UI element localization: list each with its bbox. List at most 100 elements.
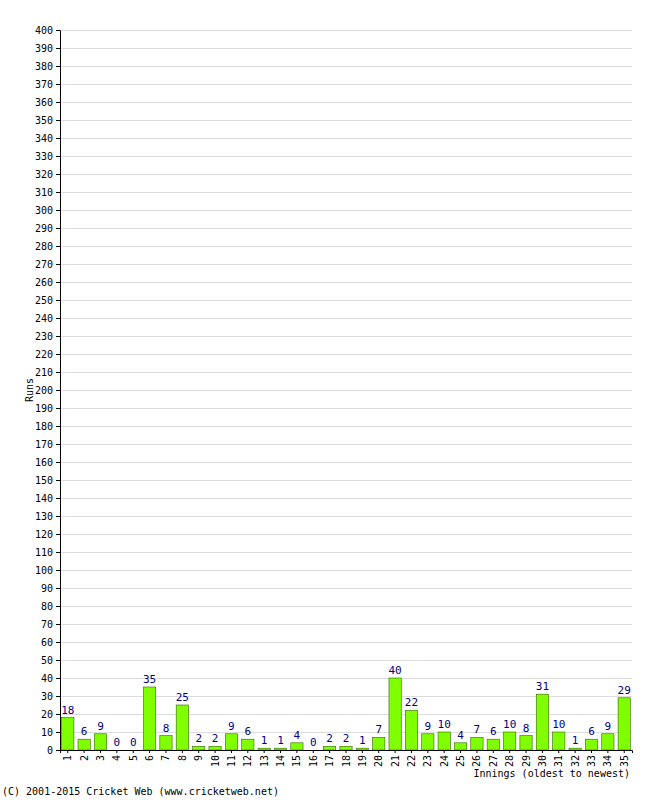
tick-mark <box>56 138 60 139</box>
bar <box>225 734 237 750</box>
tick-label: 19 <box>357 755 368 767</box>
tick-label: 25 <box>455 755 466 767</box>
tick-label: 5 <box>128 755 139 761</box>
data-label: 29 <box>618 684 631 697</box>
tick-label: 60 <box>41 637 53 648</box>
tick-label: 30 <box>41 691 53 702</box>
tick: 18 <box>341 750 352 767</box>
tick-mark <box>56 534 60 535</box>
tick: 17 <box>324 750 335 767</box>
tick: 15 <box>291 750 302 767</box>
bar <box>94 734 106 750</box>
tick: 31 <box>553 750 564 767</box>
tick: 10 <box>41 727 60 738</box>
tick-label: 350 <box>35 115 53 126</box>
grid-line <box>60 192 632 193</box>
axis-line <box>56 31 61 751</box>
tick-mark <box>56 282 60 283</box>
tick-label: 210 <box>35 367 53 378</box>
bar <box>504 732 516 750</box>
grid-line <box>60 228 632 229</box>
bar <box>291 743 303 750</box>
tick-mark <box>56 660 60 661</box>
tick: 240 <box>35 313 60 324</box>
tick-mark <box>56 624 60 625</box>
y-axis: 0102030405060708090100110120130140150160… <box>35 25 61 756</box>
tick-mark <box>591 750 592 753</box>
tick-label: 160 <box>35 457 53 468</box>
tick: 3 <box>95 750 106 761</box>
grid-line <box>60 426 632 427</box>
bar <box>602 734 614 750</box>
tick-label: 270 <box>35 259 53 270</box>
tick-label: 70 <box>41 619 53 630</box>
tick-label: 220 <box>35 349 53 360</box>
tick-mark <box>558 750 559 753</box>
data-label: 1 <box>277 734 284 747</box>
tick-label: 8 <box>177 755 188 761</box>
tick-mark <box>56 210 60 211</box>
tick-mark <box>56 678 60 679</box>
tick: 2 <box>79 750 90 761</box>
tick-mark <box>56 498 60 499</box>
grid-line <box>60 300 632 301</box>
data-label: 2 <box>212 732 219 745</box>
tick-mark <box>56 228 60 229</box>
tick: 300 <box>35 205 60 216</box>
tick: 130 <box>35 511 60 522</box>
tick: 7 <box>160 750 171 761</box>
data-label: 10 <box>438 718 451 731</box>
tick-label: 3 <box>95 755 106 761</box>
tick-mark <box>56 318 60 319</box>
tick-mark <box>165 750 166 753</box>
bar <box>553 732 565 750</box>
tick-label: 280 <box>35 241 53 252</box>
grid-line <box>60 534 632 535</box>
tick-label: 33 <box>586 755 597 767</box>
tick-mark <box>362 750 363 753</box>
data-label: 6 <box>81 725 88 738</box>
tick-label: 390 <box>35 43 53 54</box>
bar <box>405 710 417 750</box>
bar <box>209 746 221 750</box>
tick: 10 <box>210 750 221 767</box>
tick-mark <box>56 246 60 247</box>
tick: 170 <box>35 439 60 450</box>
tick: 350 <box>35 115 60 126</box>
tick-label: 320 <box>35 169 53 180</box>
tick: 34 <box>602 750 613 767</box>
tick: 24 <box>439 750 450 767</box>
tick: 1 <box>62 750 73 761</box>
tick: 32 <box>570 750 581 767</box>
data-label: 18 <box>61 704 74 717</box>
bar <box>389 678 401 750</box>
tick-label: 6 <box>144 755 155 761</box>
tick-label: 34 <box>602 755 613 767</box>
tick-label: 14 <box>275 755 286 767</box>
data-label: 4 <box>294 729 301 742</box>
tick-mark <box>56 66 60 67</box>
tick-mark <box>56 570 60 571</box>
tick-label: 29 <box>521 755 532 767</box>
grid <box>60 31 632 751</box>
tick-label: 13 <box>259 755 270 767</box>
grid-line <box>60 408 632 409</box>
grid-line <box>60 102 632 103</box>
tick-mark <box>56 192 60 193</box>
bar <box>585 739 597 750</box>
tick-label: 12 <box>242 755 253 767</box>
data-label: 6 <box>490 725 497 738</box>
tick: 310 <box>35 187 60 198</box>
grid-line <box>60 372 632 373</box>
tick: 20 <box>373 750 384 767</box>
tick: 9 <box>193 750 204 761</box>
tick-mark <box>56 174 60 175</box>
tick-label: 170 <box>35 439 53 450</box>
tick-mark <box>215 750 216 753</box>
grid-line <box>60 570 632 571</box>
tick-label: 30 <box>537 755 548 767</box>
tick: 340 <box>35 133 60 144</box>
tick-mark <box>56 552 60 553</box>
bar <box>323 746 335 750</box>
grid-line <box>60 336 632 337</box>
